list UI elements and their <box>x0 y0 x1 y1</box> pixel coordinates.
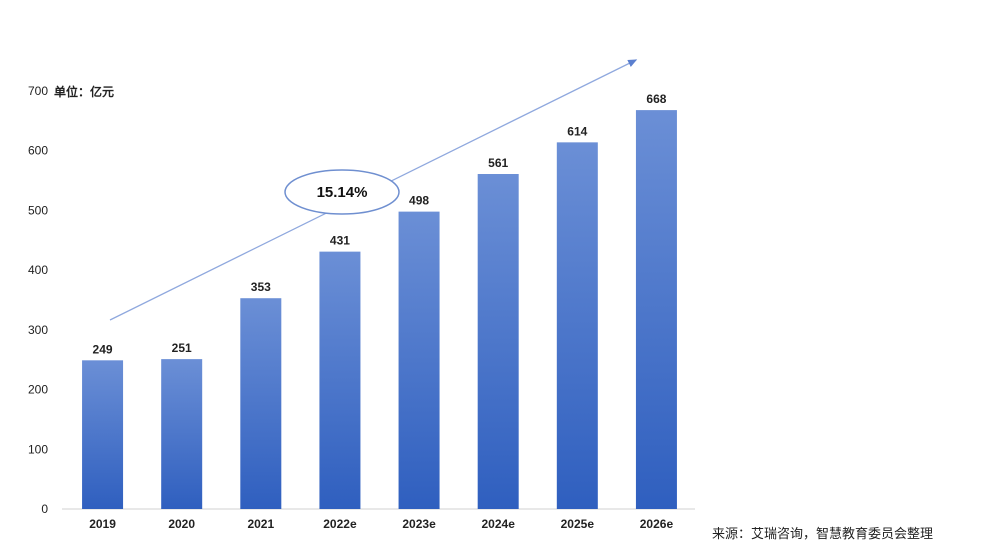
x-tick-label: 2025e <box>561 517 595 531</box>
bar-2019 <box>82 360 124 509</box>
y-tick-label: 100 <box>28 442 48 456</box>
bars-group <box>82 110 677 510</box>
value-label: 249 <box>93 342 113 356</box>
y-tick-label: 400 <box>28 263 48 277</box>
y-tick-label: 700 <box>28 84 48 98</box>
value-label: 614 <box>567 124 587 138</box>
y-tick-label: 200 <box>28 383 48 397</box>
cagr-ellipse <box>284 169 400 215</box>
bar-2025e <box>556 142 598 509</box>
x-tick-label: 2020 <box>168 517 195 531</box>
value-labels-group: 249 251 353 431 498 561 614 668 <box>93 92 667 356</box>
value-label: 431 <box>330 234 350 248</box>
y-tick-label: 500 <box>28 203 48 217</box>
value-label: 353 <box>251 280 271 294</box>
cagr-label: 15.14% <box>317 184 368 201</box>
bar-2024e <box>477 174 519 509</box>
value-label: 561 <box>488 156 508 170</box>
unit-label: 单位：亿元 <box>54 84 114 99</box>
value-label: 251 <box>172 341 192 355</box>
bar-2022e <box>319 251 361 510</box>
x-tick-label: 2024e <box>482 517 516 531</box>
bar-2026e <box>635 110 677 509</box>
bar-2020 <box>161 359 203 509</box>
y-tick-label: 0 <box>41 502 48 516</box>
x-tick-label: 2023e <box>402 517 436 531</box>
source-note: 来源：艾瑞咨询，智慧教育委员会整理 <box>712 526 933 542</box>
y-axis: 0 100 200 300 400 500 600 700 <box>28 84 48 516</box>
x-tick-label: 2021 <box>247 517 274 531</box>
value-label: 498 <box>409 194 429 208</box>
x-tick-label: 2022e <box>323 517 357 531</box>
y-tick-label: 600 <box>28 144 48 158</box>
bar-2021 <box>240 298 282 509</box>
x-tick-label: 2026e <box>640 517 674 531</box>
x-labels-group: 2019 2020 2021 2022e 2023e 2024e 2025e 2026e <box>89 517 673 531</box>
value-label: 668 <box>646 92 666 106</box>
bar-2023e <box>398 211 440 509</box>
y-tick-label: 300 <box>28 323 48 337</box>
x-tick-label: 2019 <box>89 517 116 531</box>
